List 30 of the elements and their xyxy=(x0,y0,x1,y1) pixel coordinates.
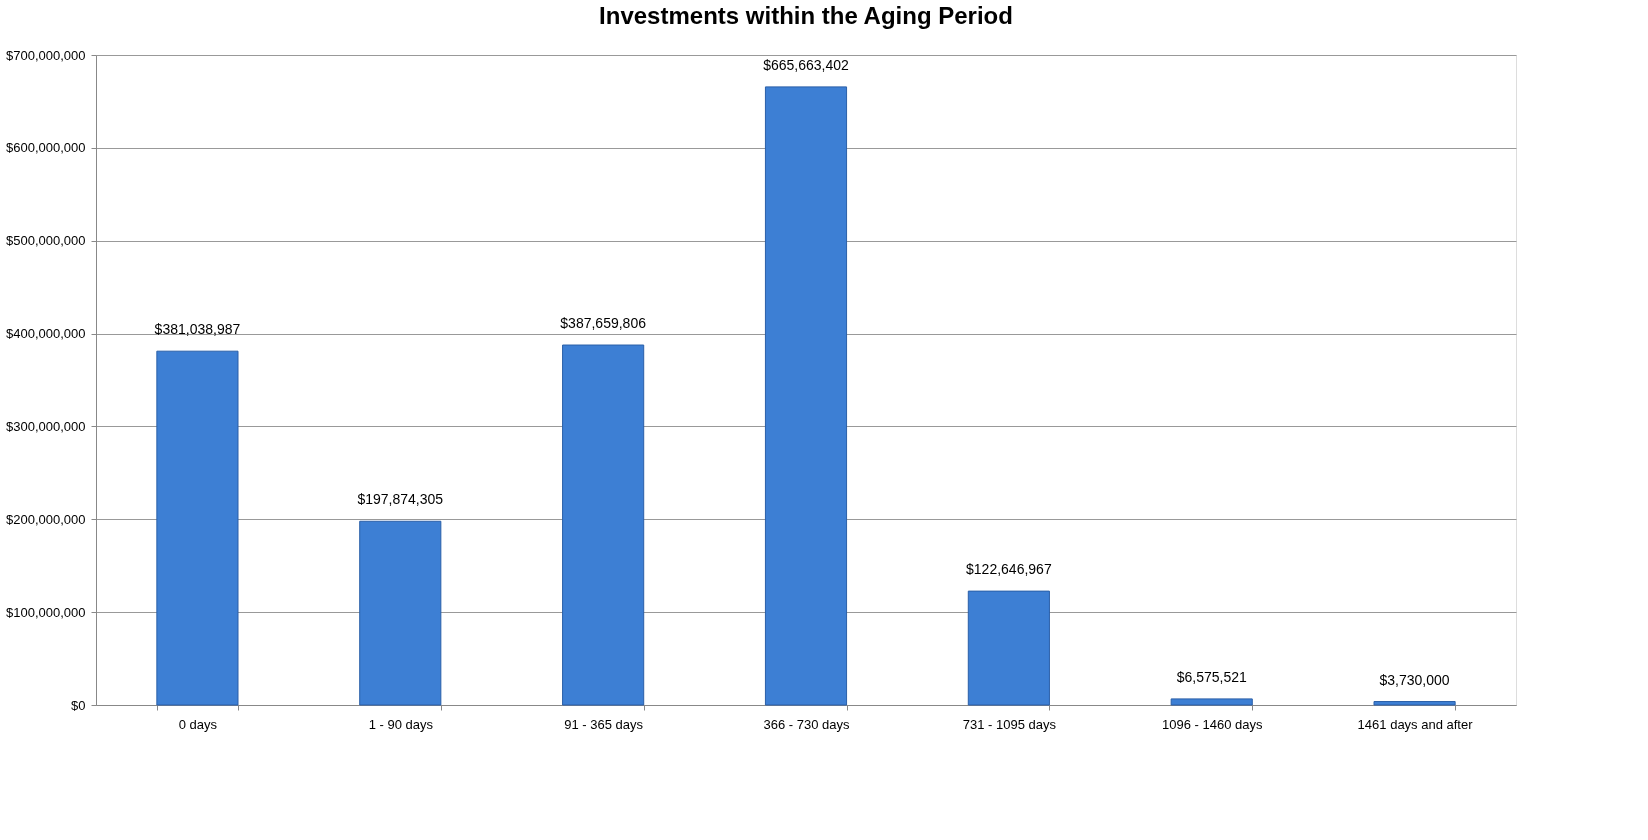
y-tick-label: $200,000,000 xyxy=(5,511,86,527)
y-tick-label: $700,000,000 xyxy=(5,47,86,63)
y-tick-label: $600,000,000 xyxy=(5,140,86,156)
y-tick-label: $500,000,000 xyxy=(5,233,86,249)
bar xyxy=(764,86,848,706)
y-tick-label: $0 xyxy=(71,697,86,713)
x-tick-label: 1461 days and after xyxy=(1357,716,1474,732)
x-tick-label: 1096 - 1460 days xyxy=(1161,716,1263,732)
x-tick-label: 366 - 730 days xyxy=(763,716,850,732)
x-tick-label: 731 - 1095 days xyxy=(962,716,1057,732)
bar xyxy=(967,590,1050,706)
bar xyxy=(156,350,239,706)
data-label: $6,575,521 xyxy=(1176,668,1247,685)
chart-title: Investments within the Aging Period xyxy=(599,2,1013,29)
data-label: $122,646,967 xyxy=(966,561,1052,578)
data-label: $3,730,000 xyxy=(1379,671,1450,688)
data-label: $381,038,987 xyxy=(154,321,241,338)
y-tick-label: $100,000,000 xyxy=(5,604,86,620)
data-label: $387,659,806 xyxy=(560,315,647,332)
x-tick-label: 91 - 365 days xyxy=(564,716,644,732)
bar xyxy=(1373,701,1456,706)
y-tick-label: $300,000,000 xyxy=(5,418,86,434)
data-label: $665,663,402 xyxy=(763,56,850,73)
bar xyxy=(359,520,442,706)
bar xyxy=(562,344,645,706)
x-tick-label: 0 days xyxy=(178,716,218,732)
x-tick-label: 1 - 90 days xyxy=(368,716,434,732)
bar xyxy=(1170,698,1253,706)
y-tick-label: $400,000,000 xyxy=(5,326,86,342)
data-label: $197,874,305 xyxy=(357,491,444,508)
